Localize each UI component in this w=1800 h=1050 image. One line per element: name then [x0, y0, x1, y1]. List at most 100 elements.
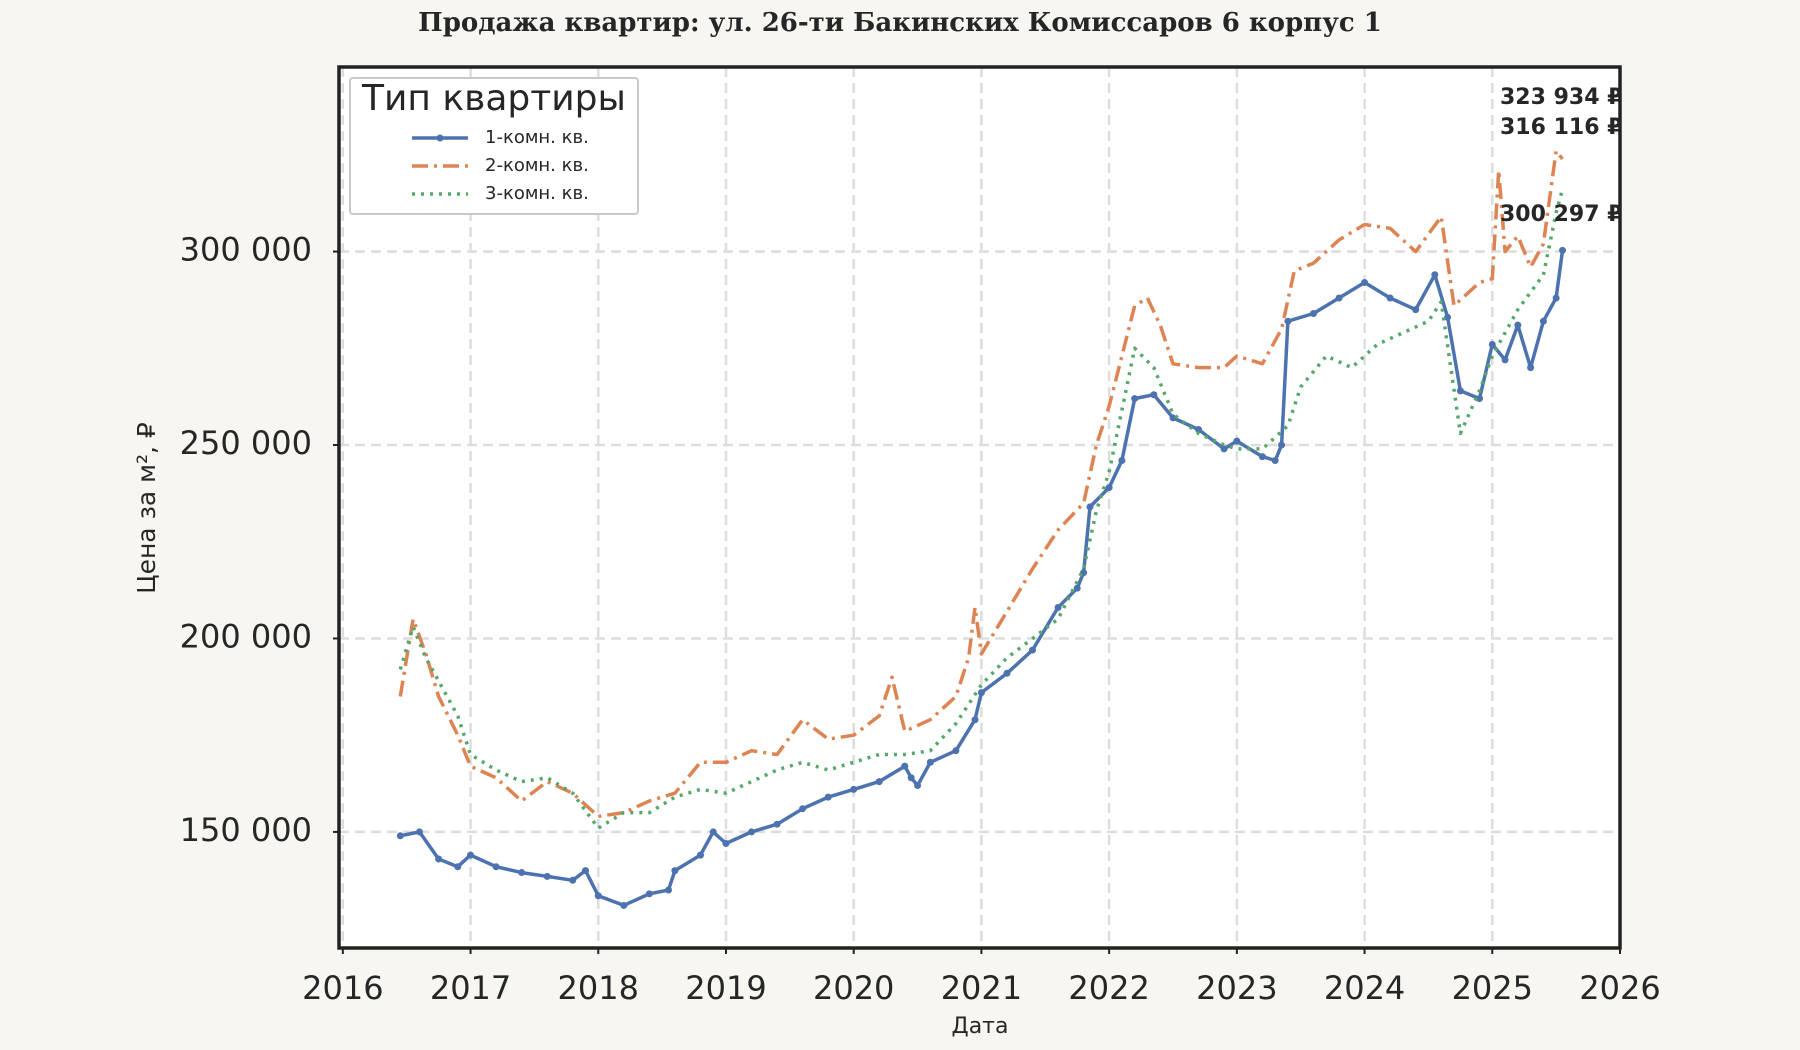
marker — [1514, 321, 1522, 329]
legend-label: 2-комн. кв. — [485, 155, 589, 176]
marker — [926, 758, 934, 766]
marker — [875, 778, 883, 786]
marker — [1539, 317, 1547, 325]
marker — [1552, 294, 1560, 302]
legend-box — [349, 77, 639, 215]
marker — [1054, 604, 1062, 612]
marker — [594, 892, 602, 900]
marker — [1431, 271, 1439, 279]
legend-marker — [436, 134, 444, 142]
value-annotation: 316 116 ₽ — [1500, 115, 1622, 140]
y-tick-label: 300 000 — [180, 231, 312, 269]
marker — [1361, 279, 1369, 287]
marker — [1271, 456, 1279, 464]
marker — [467, 851, 475, 859]
series — [396, 246, 1567, 909]
x-tick-label: 2020 — [813, 969, 894, 1007]
marker — [709, 828, 717, 836]
legend-title: Тип квартиры — [361, 78, 626, 119]
x-tick-label: 2022 — [1068, 969, 1149, 1007]
marker — [396, 832, 404, 840]
marker — [1476, 395, 1484, 403]
marker — [1258, 453, 1266, 461]
marker — [901, 762, 909, 770]
y-tick-label: 200 000 — [180, 617, 312, 655]
marker — [415, 828, 423, 836]
x-tick-label: 2016 — [302, 969, 383, 1007]
marker — [1169, 414, 1177, 422]
plot-frame — [337, 65, 1622, 950]
marker — [581, 867, 589, 875]
marker — [1073, 584, 1081, 592]
marker — [645, 890, 653, 898]
series — [398, 149, 1564, 819]
marker — [1105, 484, 1113, 492]
x-tick-label: 2023 — [1196, 969, 1277, 1007]
x-tick-label: 2019 — [685, 969, 766, 1007]
series-line — [398, 188, 1565, 830]
marker — [620, 901, 628, 909]
marker — [1559, 246, 1567, 254]
marker — [543, 872, 551, 880]
x-axis-label: Дата — [952, 1014, 1009, 1039]
marker — [1456, 387, 1464, 395]
marker — [1150, 391, 1158, 399]
x-tick-label: 2025 — [1452, 969, 1533, 1007]
marker — [696, 851, 704, 859]
series — [398, 188, 1565, 830]
marker — [435, 855, 443, 863]
marker — [1386, 294, 1394, 302]
marker — [1309, 309, 1317, 317]
marker — [1527, 364, 1535, 372]
marker — [1220, 445, 1228, 453]
marker — [971, 716, 979, 724]
chart-title: Продажа квартир: ул. 26-ти Бакинских Ком… — [418, 8, 1382, 38]
marker — [1003, 669, 1011, 677]
marker — [1233, 437, 1241, 445]
marker — [518, 869, 526, 877]
marker — [1488, 340, 1496, 348]
marker — [914, 781, 922, 789]
x-tick-label: 2026 — [1579, 969, 1660, 1007]
marker — [1131, 395, 1139, 403]
marker — [665, 886, 673, 894]
x-tick-label: 2024 — [1324, 969, 1405, 1007]
marker — [492, 863, 500, 871]
marker — [952, 747, 960, 755]
marker — [850, 785, 858, 793]
marker — [773, 820, 781, 828]
legend-label: 3-комн. кв. — [485, 183, 589, 204]
series-line — [398, 149, 1564, 819]
marker — [748, 828, 756, 836]
marker — [1412, 306, 1420, 314]
x-tick-label: 2017 — [430, 969, 511, 1007]
marker — [722, 840, 730, 848]
x-tick-label: 2021 — [941, 969, 1022, 1007]
y-tick-label: 250 000 — [180, 424, 312, 462]
value-annotation: 323 934 ₽ — [1500, 85, 1622, 110]
marker — [569, 876, 577, 884]
marker — [1278, 441, 1286, 449]
marker — [824, 793, 832, 801]
marker — [671, 867, 679, 875]
marker — [1195, 426, 1203, 434]
marker — [1284, 317, 1292, 325]
value-annotation: 300 297 ₽ — [1500, 202, 1622, 227]
marker — [1501, 356, 1509, 364]
x-tick-label: 2018 — [558, 969, 639, 1007]
marker — [454, 863, 462, 871]
marker — [977, 689, 985, 697]
legend: Тип квартиры 1-комн. кв. 2-комн. кв. 3-комн… — [349, 77, 639, 215]
marker — [1335, 294, 1343, 302]
marker — [1029, 646, 1037, 654]
marker — [799, 805, 807, 813]
y-axis-label: Цена за м², ₽ — [132, 422, 161, 594]
marker — [907, 774, 915, 782]
marker — [1444, 313, 1452, 321]
marker — [1086, 503, 1094, 511]
legend-label: 1-комн. кв. — [485, 127, 589, 148]
marker — [1118, 456, 1126, 464]
y-tick-label: 150 000 — [180, 811, 312, 849]
